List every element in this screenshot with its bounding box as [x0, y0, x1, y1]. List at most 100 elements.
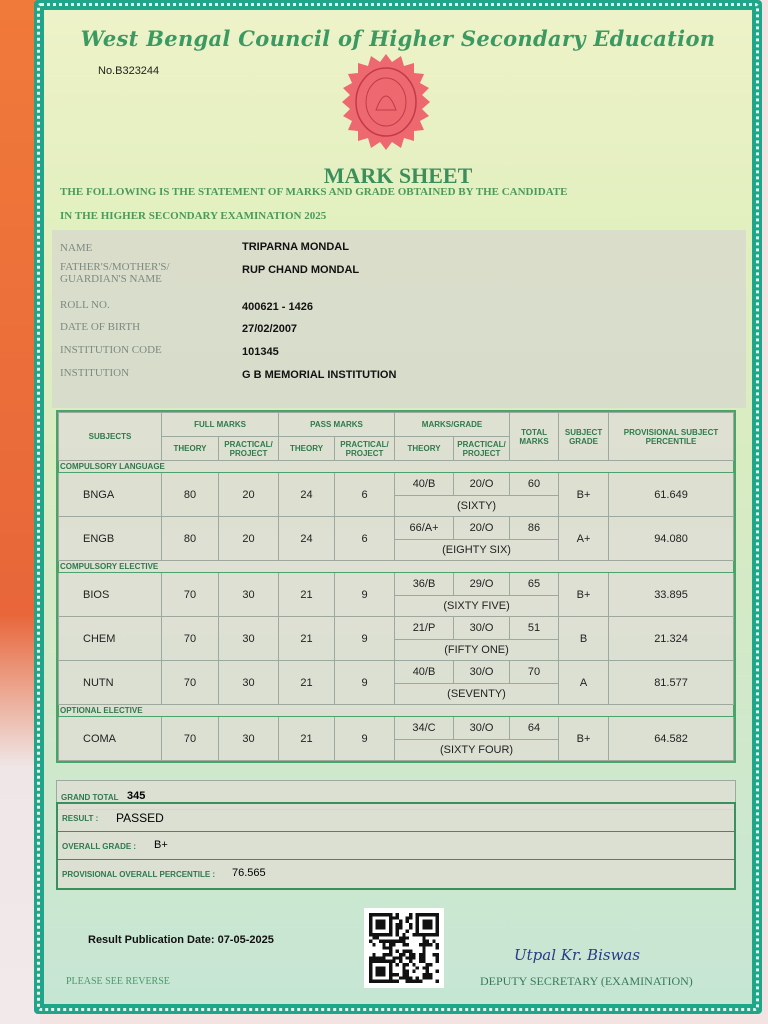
header-marks-grade: MARKS/GRADE — [394, 412, 511, 437]
mark-sheet: West Bengal Council of Higher Secondary … — [34, 0, 762, 1014]
result-label: RESULT : — [62, 814, 99, 823]
section-label: OPTIONAL ELECTIVE — [58, 704, 734, 717]
header-full-marks: FULL MARKS — [160, 412, 280, 437]
total-in-words: (FIFTY ONE) — [394, 639, 560, 661]
marks-practical: 20/O — [453, 516, 511, 540]
overall-grade: B+ — [154, 839, 168, 851]
overall-percentile: 76.565 — [232, 867, 266, 879]
table-row: ENGB 80 20 24 6 66/A+ 20/O 86 A+ 94.080 — [58, 516, 734, 561]
table-row: COMA 70 30 21 9 34/C 30/O 64 B+ 64.582 — [58, 716, 734, 761]
subject-grade: B+ — [558, 472, 610, 517]
name-label: NAME — [60, 242, 93, 254]
marks-practical: 30/O — [453, 660, 511, 684]
guardian-name: RUP CHAND MONDAL — [242, 264, 360, 276]
marks-theory: 66/A+ — [394, 516, 455, 540]
marks-table: SUBJECTS FULL MARKS PASS MARKS MARKS/GRA… — [56, 410, 736, 763]
pass-marks-practical: 9 — [334, 716, 396, 761]
subject-grade: B+ — [558, 572, 610, 617]
overall-grade-label: OVERALL GRADE : — [62, 842, 137, 851]
table-row-words: (SEVENTY) — [59, 683, 734, 705]
pass-marks-practical: 9 — [334, 616, 396, 661]
total-in-words: (EIGHTY SIX) — [394, 539, 560, 561]
overall-percentile-label: PROVISIONAL OVERALL PERCENTILE : — [62, 870, 216, 879]
signature: Utpal Kr. Biswas — [514, 946, 641, 964]
subject-grade: A+ — [558, 516, 610, 561]
header-mg-theory: THEORY — [394, 436, 455, 461]
header-pm-theory: THEORY — [278, 436, 336, 461]
section-row: COMPULSORY ELECTIVE — [58, 560, 734, 573]
subject-grade: B+ — [558, 716, 610, 761]
qr-code[interactable] — [364, 908, 444, 988]
table-row: CHEM 70 30 21 9 21/P 30/O 51 B 21.324 — [58, 616, 734, 661]
subject-percentile: 33.895 — [608, 572, 734, 617]
full-marks-theory: 80 — [161, 472, 219, 517]
result-box: RESULT : PASSED OVERALL GRADE : B+ PROVISI… — [56, 802, 736, 890]
dob-label: DATE OF BIRTH — [60, 321, 141, 333]
subject-percentile: 94.080 — [608, 516, 734, 561]
publication-date: Result Publication Date: 07-05-2025 — [88, 934, 274, 946]
council-name: West Bengal Council of Higher Secondary … — [80, 26, 716, 51]
marks-theory: 21/P — [394, 616, 455, 640]
table-row: NUTN 70 30 21 9 40/B 30/O 70 A 81.577 — [58, 660, 734, 705]
subject-code: CHEM — [58, 616, 162, 661]
header-grade: SUBJECT GRADE — [558, 412, 610, 461]
section-row: COMPULSORY LANGUAGE — [58, 460, 734, 473]
header-total: TOTAL MARKS — [509, 412, 560, 461]
serial-number: No.B323244 — [98, 65, 160, 77]
table-row-words: (SIXTY FOUR) — [59, 739, 734, 761]
full-marks-practical: 20 — [217, 516, 280, 561]
seal-emblem — [342, 54, 430, 150]
background-strip — [0, 0, 40, 1024]
roll-number: 400621 - 1426 — [242, 301, 313, 313]
subject-grade: B — [558, 616, 610, 661]
subject-code: BNGA — [58, 472, 162, 517]
marks-theory: 36/B — [394, 572, 455, 596]
date-of-birth: 27/02/2007 — [242, 323, 298, 335]
full-marks-theory: 70 — [161, 616, 219, 661]
pass-marks-theory: 24 — [278, 516, 336, 561]
subject-percentile: 61.649 — [608, 472, 734, 517]
institution-code: 101345 — [242, 346, 279, 358]
table-row: BNGA 80 20 24 6 40/B 20/O 60 B+ 61.649 — [58, 472, 734, 517]
full-marks-theory: 80 — [161, 516, 219, 561]
pass-marks-theory: 21 — [278, 716, 336, 761]
subject-grade: A — [558, 660, 610, 705]
subject-code: ENGB — [58, 516, 162, 561]
statement-line-2: IN THE HIGHER SECONDARY EXAMINATION 2025 — [60, 210, 327, 222]
header-fm-practical: PRACTICAL/ PROJECT — [217, 436, 280, 461]
full-marks-practical: 30 — [217, 572, 280, 617]
total-marks: 86 — [509, 516, 560, 540]
subject-code: NUTN — [58, 660, 162, 705]
pass-marks-theory: 21 — [278, 572, 336, 617]
subject-code: COMA — [58, 716, 162, 761]
full-marks-theory: 70 — [161, 660, 219, 705]
header-subjects: SUBJECTS — [58, 412, 162, 461]
grand-total: 345 — [127, 790, 146, 802]
full-marks-practical: 30 — [217, 660, 280, 705]
section-label: COMPULSORY ELECTIVE — [58, 560, 734, 573]
subject-percentile: 64.582 — [608, 716, 734, 761]
marks-practical: 20/O — [453, 472, 511, 496]
roll-label: ROLL NO. — [60, 299, 110, 311]
signatory-title: DEPUTY SECRETARY (EXAMINATION) — [480, 974, 693, 988]
header-fm-theory: THEORY — [161, 436, 219, 461]
candidate-info: NAME TRIPARNA MONDAL FATHER'S/MOTHER'S/ … — [52, 230, 746, 408]
table-row: BIOS 70 30 21 9 36/B 29/O 65 B+ 33.895 — [58, 572, 734, 617]
full-marks-practical: 20 — [217, 472, 280, 517]
statement-line-1: THE FOLLOWING IS THE STATEMENT OF MARKS … — [60, 186, 568, 198]
guardian-label-2: GUARDIAN'S NAME — [60, 273, 162, 285]
header-pass-marks: PASS MARKS — [278, 412, 396, 437]
subject-percentile: 81.577 — [608, 660, 734, 705]
full-marks-practical: 30 — [217, 616, 280, 661]
section-row: OPTIONAL ELECTIVE — [58, 704, 734, 717]
marks-practical: 30/O — [453, 616, 511, 640]
total-marks: 60 — [509, 472, 560, 496]
see-reverse-note: PLEASE SEE REVERSE — [66, 976, 170, 987]
pass-marks-practical: 9 — [334, 572, 396, 617]
total-in-words: (SEVENTY) — [394, 683, 560, 705]
institution-code-label: INSTITUTION CODE — [60, 344, 162, 356]
grand-total-label: GRAND TOTAL — [61, 793, 119, 802]
pass-marks-theory: 21 — [278, 660, 336, 705]
total-in-words: (SIXTY FOUR) — [394, 739, 560, 761]
header-pm-practical: PRACTICAL/ PROJECT — [334, 436, 396, 461]
